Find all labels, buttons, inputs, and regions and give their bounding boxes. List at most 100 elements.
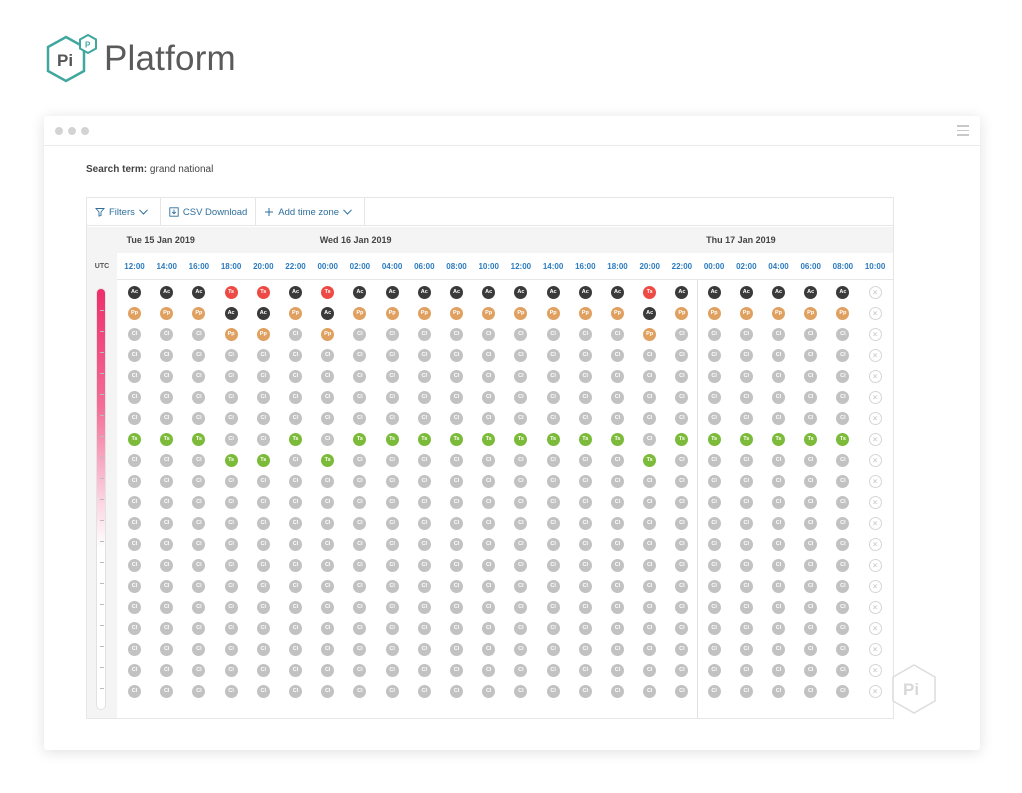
mention-badge-ci[interactable]: Cl [192, 600, 206, 614]
mention-badge-x[interactable]: × [868, 495, 882, 509]
mention-badge-ci[interactable]: Cl [707, 579, 721, 593]
mention-badge-ci[interactable]: Cl [804, 663, 818, 677]
mention-badge-ci[interactable]: Cl [256, 600, 270, 614]
mention-badge-ci[interactable]: Cl [675, 495, 689, 509]
mention-badge-ci[interactable]: Cl [611, 558, 624, 572]
mention-badge-ci[interactable]: Cl [160, 390, 174, 404]
mention-badge-ci[interactable]: Cl [772, 474, 785, 488]
mention-badge-ci[interactable]: Cl [739, 579, 753, 593]
mention-badge-ci[interactable]: Cl [611, 495, 624, 509]
mention-badge-ci[interactable]: Cl [417, 684, 431, 698]
mention-badge-ts[interactable]: Ts [224, 285, 238, 299]
mention-badge-ci[interactable]: Cl [224, 516, 238, 530]
mention-badge-ci[interactable]: Cl [772, 369, 785, 383]
mention-badge-ci[interactable]: Cl [450, 600, 463, 614]
mention-badge-ts[interactable]: Ts [224, 453, 238, 467]
mention-badge-ci[interactable]: Cl [514, 453, 528, 467]
mention-badge-ci[interactable]: Cl [578, 537, 592, 551]
window-dot-maximize[interactable] [81, 127, 89, 135]
mention-badge-ci[interactable]: Cl [578, 411, 592, 425]
mention-badge-x[interactable]: × [868, 600, 882, 614]
window-dot-minimize[interactable] [68, 127, 76, 135]
mention-badge-ci[interactable]: Cl [160, 600, 174, 614]
mention-badge-ci[interactable]: Cl [224, 474, 238, 488]
mention-badge-ci[interactable]: Cl [739, 369, 753, 383]
mention-badge-ci[interactable]: Cl [385, 390, 399, 404]
mention-badge-ac[interactable]: Ac [160, 285, 174, 299]
mention-badge-ci[interactable]: Cl [707, 390, 721, 404]
mention-badge-ci[interactable]: Cl [450, 684, 463, 698]
mention-badge-ts[interactable]: Ts [160, 432, 174, 446]
mention-badge-pp[interactable]: Pp [289, 306, 302, 320]
mention-badge-ci[interactable]: Cl [289, 579, 302, 593]
mention-badge-x[interactable]: × [868, 579, 882, 593]
mention-badge-pp[interactable]: Pp [643, 327, 657, 341]
mention-badge-ci[interactable]: Cl [289, 642, 302, 656]
mention-badge-ci[interactable]: Cl [578, 642, 592, 656]
mention-badge-ci[interactable]: Cl [514, 516, 528, 530]
mention-badge-ci[interactable]: Cl [224, 642, 238, 656]
mention-badge-ci[interactable]: Cl [417, 369, 431, 383]
mention-badge-ci[interactable]: Cl [353, 390, 367, 404]
mention-badge-x[interactable]: × [868, 390, 882, 404]
mention-badge-ci[interactable]: Cl [482, 537, 496, 551]
mention-badge-ci[interactable]: Cl [128, 453, 141, 467]
mention-badge-pp[interactable]: Pp [804, 306, 818, 320]
mention-badge-ci[interactable]: Cl [707, 348, 721, 362]
mention-badge-ac[interactable]: Ac [289, 285, 302, 299]
mention-badge-ci[interactable]: Cl [578, 516, 592, 530]
mention-badge-pp[interactable]: Pp [192, 306, 206, 320]
mention-badge-ci[interactable]: Cl [289, 663, 302, 677]
mention-badge-ci[interactable]: Cl [707, 369, 721, 383]
mention-badge-ci[interactable]: Cl [321, 516, 335, 530]
mention-badge-ci[interactable]: Cl [707, 684, 721, 698]
mention-badge-ci[interactable]: Cl [385, 327, 399, 341]
mention-badge-ci[interactable]: Cl [578, 390, 592, 404]
mention-badge-ts[interactable]: Ts [192, 432, 206, 446]
mention-badge-ci[interactable]: Cl [385, 537, 399, 551]
mention-badge-ci[interactable]: Cl [836, 642, 850, 656]
mention-badge-ci[interactable]: Cl [611, 642, 624, 656]
mention-badge-ci[interactable]: Cl [224, 558, 238, 572]
mention-badge-ci[interactable]: Cl [321, 600, 335, 614]
mention-badge-pp[interactable]: Pp [675, 306, 689, 320]
mention-badge-ci[interactable]: Cl [514, 369, 528, 383]
mention-badge-ci[interactable]: Cl [321, 348, 335, 362]
mention-badge-ci[interactable]: Cl [450, 663, 463, 677]
mention-badge-ci[interactable]: Cl [385, 411, 399, 425]
mention-badge-ci[interactable]: Cl [128, 558, 141, 572]
mention-badge-ac[interactable]: Ac [578, 285, 592, 299]
mention-badge-ci[interactable]: Cl [353, 369, 367, 383]
mention-badge-ci[interactable]: Cl [289, 495, 302, 509]
mention-badge-ci[interactable]: Cl [578, 621, 592, 635]
mention-badge-ci[interactable]: Cl [578, 663, 592, 677]
mention-badge-ci[interactable]: Cl [256, 537, 270, 551]
mention-badge-ci[interactable]: Cl [417, 474, 431, 488]
mention-badge-ci[interactable]: Cl [546, 579, 560, 593]
mention-badge-ci[interactable]: Cl [514, 600, 528, 614]
mention-badge-ci[interactable]: Cl [707, 600, 721, 614]
mention-badge-ci[interactable]: Cl [611, 663, 624, 677]
mention-badge-ci[interactable]: Cl [836, 348, 850, 362]
mention-badge-pp[interactable]: Pp [578, 306, 592, 320]
mention-badge-ci[interactable]: Cl [546, 516, 560, 530]
mention-badge-ac[interactable]: Ac [321, 306, 335, 320]
mention-badge-ci[interactable]: Cl [289, 369, 302, 383]
mention-badge-ci[interactable]: Cl [256, 348, 270, 362]
mention-badge-ci[interactable]: Cl [353, 453, 367, 467]
mention-badge-ci[interactable]: Cl [450, 474, 463, 488]
mention-badge-ci[interactable]: Cl [514, 684, 528, 698]
mention-badge-ci[interactable]: Cl [578, 327, 592, 341]
mention-badge-ci[interactable]: Cl [192, 390, 206, 404]
mention-badge-ci[interactable]: Cl [578, 369, 592, 383]
mention-badge-ci[interactable]: Cl [482, 684, 496, 698]
mention-badge-ci[interactable]: Cl [836, 411, 850, 425]
mention-badge-ci[interactable]: Cl [643, 558, 657, 572]
mention-badge-ci[interactable]: Cl [739, 558, 753, 572]
mention-badge-ci[interactable]: Cl [321, 474, 335, 488]
mention-badge-ci[interactable]: Cl [804, 516, 818, 530]
mention-badge-ci[interactable]: Cl [482, 369, 496, 383]
mention-badge-pp[interactable]: Pp [353, 306, 367, 320]
mention-badge-ci[interactable]: Cl [128, 516, 141, 530]
filters-button[interactable]: Filters [87, 198, 161, 226]
